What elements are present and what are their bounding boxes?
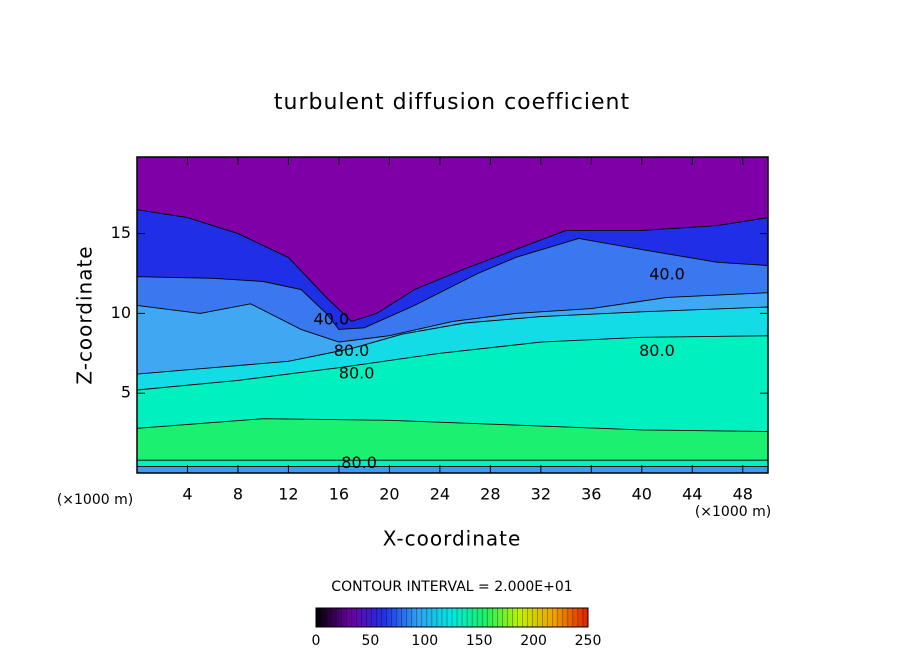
contour-label: 80.0 bbox=[341, 453, 377, 472]
x-tick-label: 8 bbox=[233, 485, 243, 504]
filled-contour bbox=[137, 466, 768, 473]
x-tick-label: 40 bbox=[632, 485, 652, 504]
x-tick-label: 28 bbox=[480, 485, 500, 504]
x-tick-label: 32 bbox=[531, 485, 551, 504]
plot-frame bbox=[136, 156, 769, 474]
contour-label: 80.0 bbox=[639, 341, 675, 360]
colorbar-tick-label: 250 bbox=[575, 633, 602, 649]
chart-title: turbulent diffusion coefficient bbox=[274, 90, 630, 115]
x-tick-label: 20 bbox=[379, 485, 399, 504]
x-axis-label: X-coordinate bbox=[383, 527, 522, 551]
colorbar-tick-label: 200 bbox=[520, 633, 547, 649]
x-tick-label: 24 bbox=[430, 485, 450, 504]
x-tick-label: 36 bbox=[581, 485, 601, 504]
colorbar-tick-label: 0 bbox=[312, 633, 321, 649]
x-tick-label: 16 bbox=[329, 485, 349, 504]
contour-label: 80.0 bbox=[334, 341, 370, 360]
plot-area: 40.0 40.0 80.0 80.0 80.0 80.0 bbox=[137, 157, 768, 473]
filled-contour bbox=[137, 418, 768, 461]
y-axis-label: Z-coordinate bbox=[73, 245, 97, 384]
x-tick-label: 12 bbox=[278, 485, 298, 504]
x-tick-label: 4 bbox=[182, 485, 192, 504]
colorbar-tick-label: 50 bbox=[361, 633, 379, 649]
x-tick-label: 48 bbox=[733, 485, 753, 504]
y-tick-label: 10 bbox=[111, 303, 131, 322]
contour-label: 80.0 bbox=[339, 364, 375, 383]
y-tick-label: 5 bbox=[121, 383, 131, 402]
colorbar-tick-label: 150 bbox=[466, 633, 493, 649]
y-unit: (×1000 m) bbox=[57, 492, 133, 508]
contour-label: 40.0 bbox=[314, 309, 350, 328]
contour-label: 40.0 bbox=[649, 265, 685, 284]
y-tick-label: 15 bbox=[111, 223, 131, 242]
colorbar-tick-label: 100 bbox=[411, 633, 438, 649]
contour-interval: CONTOUR INTERVAL = 2.000E+01 bbox=[331, 579, 572, 595]
x-tick-label: 44 bbox=[682, 485, 702, 504]
x-unit: (×1000 m) bbox=[695, 504, 771, 520]
